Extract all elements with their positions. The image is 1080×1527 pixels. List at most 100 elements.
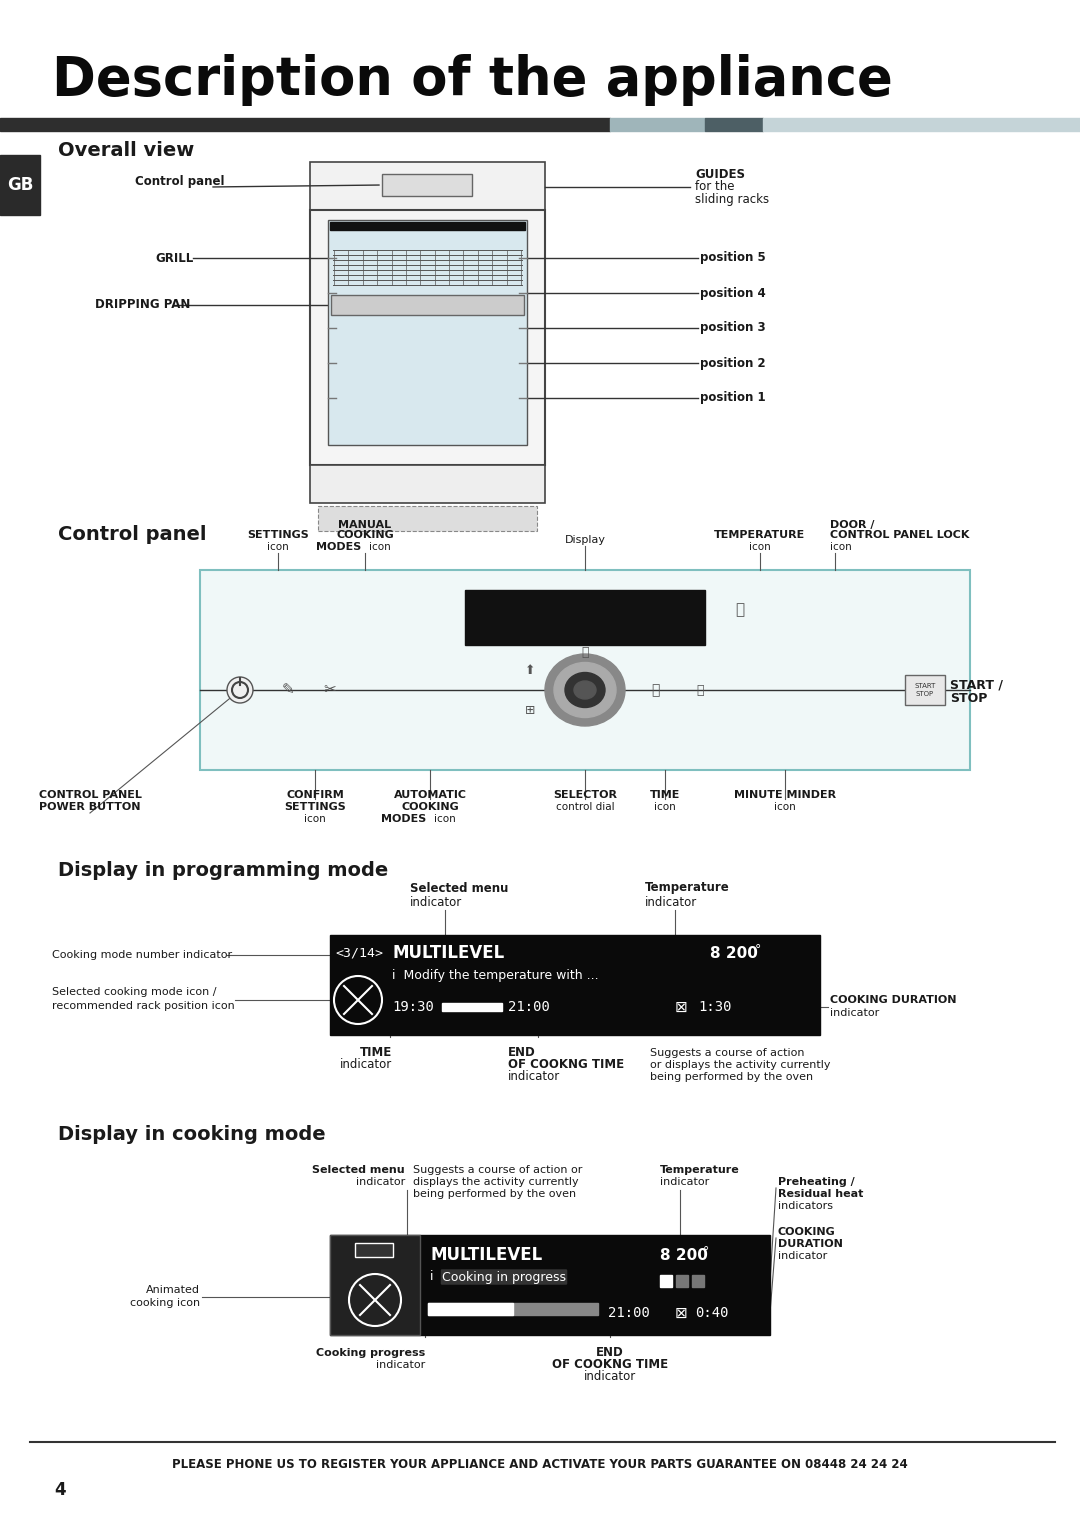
Text: CONFIRM: CONFIRM: [286, 789, 343, 800]
Text: Temperature: Temperature: [645, 881, 730, 895]
Text: Description of the appliance: Description of the appliance: [52, 53, 893, 105]
Text: 21:00: 21:00: [608, 1306, 650, 1319]
Bar: [310, 162, 545, 211]
Text: OF COOKNG TIME: OF COOKNG TIME: [552, 1359, 669, 1371]
Bar: [692, 1275, 704, 1287]
Ellipse shape: [573, 681, 596, 699]
Text: OF COOKNG TIME: OF COOKNG TIME: [508, 1058, 624, 1072]
Text: END: END: [596, 1347, 624, 1359]
Text: sliding racks: sliding racks: [696, 194, 769, 206]
Text: position 5: position 5: [700, 252, 766, 264]
Text: Preheating /: Preheating /: [778, 1177, 854, 1186]
Bar: [200, 570, 970, 770]
Text: MODES: MODES: [315, 542, 365, 551]
Ellipse shape: [545, 654, 625, 725]
Bar: [442, 1003, 502, 1011]
Bar: [382, 174, 472, 195]
Text: position 1: position 1: [700, 391, 766, 405]
Text: position 3: position 3: [700, 322, 766, 334]
Text: MULTILEVEL: MULTILEVEL: [392, 944, 504, 962]
Text: i  Modify the temperature with ...: i Modify the temperature with ...: [392, 968, 598, 982]
Text: CONTROL PANEL: CONTROL PANEL: [39, 789, 141, 800]
Text: ⬆: ⬆: [525, 664, 536, 676]
Bar: [0, 118, 610, 131]
Text: being performed by the oven: being performed by the oven: [413, 1190, 576, 1199]
Text: icon: icon: [774, 802, 796, 812]
Text: MODES: MODES: [381, 814, 430, 825]
Text: Control panel: Control panel: [135, 176, 225, 188]
Text: STOP: STOP: [916, 692, 934, 696]
Text: Selected menu: Selected menu: [312, 1165, 405, 1174]
Text: 8 200: 8 200: [710, 945, 758, 960]
Text: position 2: position 2: [700, 356, 766, 370]
Text: <3/14>: <3/14>: [335, 947, 383, 959]
Text: Cooking mode number indicator: Cooking mode number indicator: [52, 950, 232, 960]
Text: indicator: indicator: [584, 1371, 636, 1383]
Text: for the: for the: [696, 180, 734, 194]
Text: indicator: indicator: [410, 895, 462, 909]
Text: START: START: [915, 683, 935, 689]
Text: ⊠: ⊠: [675, 1000, 688, 1014]
Text: indicator: indicator: [645, 895, 698, 909]
Text: i: i: [430, 1270, 433, 1284]
Text: 🔑: 🔑: [697, 684, 704, 696]
Text: COOKING: COOKING: [401, 802, 459, 812]
Text: icon: icon: [654, 802, 676, 812]
Text: GB: GB: [6, 176, 33, 194]
Bar: [465, 589, 705, 644]
Text: being performed by the oven: being performed by the oven: [650, 1072, 813, 1083]
Text: displays the activity currently: displays the activity currently: [413, 1177, 579, 1186]
Text: °: °: [755, 944, 761, 956]
Bar: [330, 295, 524, 315]
Text: indicator: indicator: [660, 1177, 710, 1186]
Text: Residual heat: Residual heat: [778, 1190, 863, 1199]
Bar: [310, 211, 545, 466]
Text: indicator: indicator: [355, 1177, 405, 1186]
Text: CONTROL PANEL LOCK: CONTROL PANEL LOCK: [831, 530, 970, 541]
Text: COOKING: COOKING: [778, 1228, 836, 1237]
Bar: [676, 1275, 688, 1287]
Bar: [330, 935, 820, 1035]
Bar: [762, 118, 1080, 131]
Text: position 4: position 4: [700, 287, 766, 299]
Text: SETTINGS: SETTINGS: [284, 802, 346, 812]
Text: Control panel: Control panel: [58, 525, 206, 545]
Text: Overall view: Overall view: [58, 140, 194, 159]
Text: TIME: TIME: [360, 1046, 392, 1060]
Text: TIME: TIME: [650, 789, 680, 800]
Text: Display in programming mode: Display in programming mode: [58, 861, 388, 880]
Text: Suggests a course of action: Suggests a course of action: [650, 1048, 805, 1058]
Text: 1:30: 1:30: [698, 1000, 731, 1014]
Text: SELECTOR: SELECTOR: [553, 789, 617, 800]
Text: STOP: STOP: [950, 692, 987, 704]
Text: ⏱: ⏱: [581, 646, 589, 660]
Text: SETTINGS: SETTINGS: [247, 530, 309, 541]
Text: DURATION: DURATION: [778, 1238, 842, 1249]
Text: indicator: indicator: [340, 1058, 392, 1072]
Text: control dial: control dial: [556, 802, 615, 812]
Bar: [905, 675, 945, 705]
Text: Display: Display: [565, 534, 606, 545]
Text: ⊠: ⊠: [675, 1306, 688, 1321]
Text: MULTILEVEL: MULTILEVEL: [430, 1246, 542, 1264]
Bar: [330, 1235, 770, 1335]
Text: indicator: indicator: [831, 1008, 879, 1019]
Text: Cooking in progress: Cooking in progress: [442, 1270, 566, 1284]
Text: icon: icon: [831, 542, 852, 551]
Bar: [428, 1303, 513, 1315]
Text: GRILL: GRILL: [156, 252, 193, 264]
Text: Animated: Animated: [146, 1286, 200, 1295]
Text: icon: icon: [434, 814, 456, 825]
Circle shape: [227, 676, 253, 702]
Text: icon: icon: [267, 542, 288, 551]
Text: indicators: indicators: [778, 1202, 833, 1211]
Ellipse shape: [554, 663, 616, 718]
Text: AUTOMATIC: AUTOMATIC: [393, 789, 467, 800]
Text: MINUTE MINDER: MINUTE MINDER: [734, 789, 836, 800]
Text: Selected menu: Selected menu: [410, 881, 509, 895]
Bar: [330, 221, 525, 231]
Text: 4: 4: [54, 1481, 66, 1500]
Bar: [310, 466, 545, 502]
Text: END: END: [508, 1046, 536, 1060]
Text: indicator: indicator: [508, 1070, 561, 1084]
